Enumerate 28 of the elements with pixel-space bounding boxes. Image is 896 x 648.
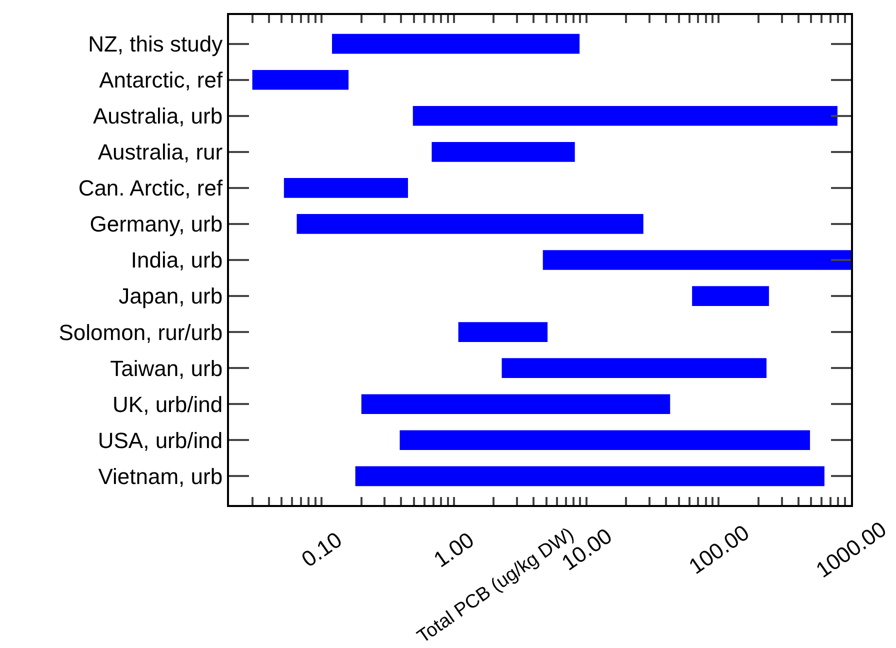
bar [502, 358, 767, 378]
bar [412, 106, 838, 126]
x-tick-label: 1.00 [429, 527, 478, 572]
bar [332, 34, 580, 54]
y-tick-label: Australia, urb [92, 104, 223, 129]
x-tick-label: 0.10 [296, 526, 346, 572]
bar [400, 430, 810, 450]
y-tick-label: NZ, this study [88, 32, 223, 57]
bar [361, 394, 670, 414]
y-tick-label: Antarctic, ref [99, 68, 224, 93]
y-tick-label: Taiwan, urb [110, 356, 223, 381]
bar [458, 322, 548, 342]
y-tick-label: Vietnam, urb [98, 464, 223, 489]
y-tick-label: India, urb [130, 248, 223, 273]
y-tick-label: USA, urb/ind [98, 428, 223, 453]
bar [692, 286, 769, 306]
bar [432, 142, 575, 162]
y-tick-label: Germany, urb [90, 212, 223, 237]
bar [355, 466, 824, 486]
bar [284, 178, 408, 198]
y-tick-label: Solomon, rur/urb [58, 320, 223, 345]
y-tick-label: Australia, rur [98, 140, 223, 165]
y-tick-label: Can. Arctic, ref [78, 176, 224, 201]
bar [542, 250, 851, 270]
bar [296, 214, 644, 234]
y-tick-label: Japan, urb [118, 284, 223, 309]
bar [252, 70, 349, 90]
y-tick-label: UK, urb/ind [112, 392, 223, 417]
